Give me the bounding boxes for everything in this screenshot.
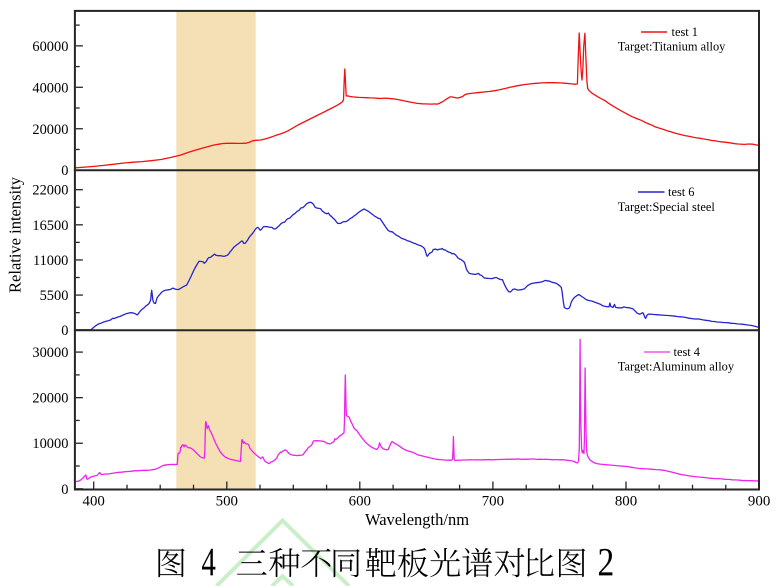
svg-text:test 4: test 4 <box>674 345 701 359</box>
svg-text:test 1: test 1 <box>672 25 699 39</box>
svg-text:Target:Special steel: Target:Special steel <box>618 200 716 214</box>
svg-text:5500: 5500 <box>40 288 69 304</box>
svg-text:0: 0 <box>61 323 68 339</box>
svg-text:600: 600 <box>349 493 371 509</box>
svg-text:700: 700 <box>482 493 504 509</box>
svg-text:Wavelength/nm: Wavelength/nm <box>365 510 469 529</box>
svg-text:400: 400 <box>83 493 105 509</box>
svg-text:20000: 20000 <box>32 391 68 407</box>
svg-text:60000: 60000 <box>32 39 68 55</box>
svg-text:11000: 11000 <box>33 253 68 269</box>
svg-text:500: 500 <box>216 493 238 509</box>
svg-text:Target:Aluminum alloy: Target:Aluminum alloy <box>618 360 735 374</box>
svg-text:test 6: test 6 <box>668 185 695 199</box>
svg-text:40000: 40000 <box>32 80 68 96</box>
svg-text:10000: 10000 <box>32 436 68 452</box>
svg-text:Target:Titanium alloy: Target:Titanium alloy <box>618 40 726 54</box>
svg-text:800: 800 <box>615 493 637 509</box>
svg-text:22000: 22000 <box>32 183 68 199</box>
svg-text:30000: 30000 <box>32 345 68 361</box>
svg-text:900: 900 <box>748 493 770 509</box>
svg-text:0: 0 <box>61 163 68 179</box>
svg-text:Relative intensity: Relative intensity <box>6 176 25 293</box>
svg-text:0: 0 <box>61 482 68 498</box>
svg-text:20000: 20000 <box>32 122 68 138</box>
svg-text:16500: 16500 <box>32 218 68 234</box>
